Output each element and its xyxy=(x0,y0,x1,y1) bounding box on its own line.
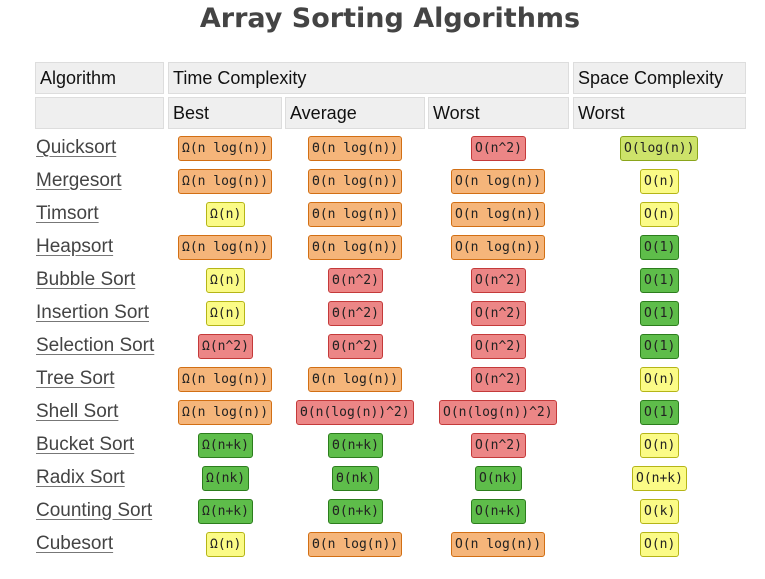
best-complexity-badge: Ω(n log(n)) xyxy=(178,367,273,392)
average-complexity-badge: Θ(n log(n)) xyxy=(308,367,403,392)
space-complexity-badge: O(1) xyxy=(640,235,680,260)
algorithm-link[interactable]: Shell Sort xyxy=(36,401,119,422)
header-algorithm: Algorithm xyxy=(35,62,164,94)
header-space-complexity-label: Space Complexity xyxy=(578,67,724,88)
header-time-complexity: Time Complexity xyxy=(168,62,569,94)
worst-complexity-badge: O(n(log(n))^2) xyxy=(439,400,557,425)
average-complexity-badge: Θ(n^2) xyxy=(328,268,383,293)
header-worst: Worst xyxy=(428,97,569,129)
best-complexity-badge: Ω(n) xyxy=(206,301,246,326)
space-complexity-badge: O(1) xyxy=(640,268,680,293)
worst-complexity-badge: O(n^2) xyxy=(471,301,526,326)
average-complexity-badge: Θ(n^2) xyxy=(328,301,383,326)
worst-complexity-badge: O(n^2) xyxy=(471,136,526,161)
algorithm-link[interactable]: Bubble Sort xyxy=(36,269,136,290)
algorithm-link[interactable]: Bucket Sort xyxy=(36,434,135,455)
worst-complexity-badge: O(n^2) xyxy=(471,433,526,458)
best-complexity-badge: Ω(nk) xyxy=(202,466,250,491)
header-worst-label: Worst xyxy=(433,102,480,123)
algorithm-link[interactable]: Mergesort xyxy=(36,170,122,191)
worst-complexity-badge: O(n log(n)) xyxy=(451,202,546,227)
average-complexity-badge: Θ(n^2) xyxy=(328,334,383,359)
average-complexity-badge: Θ(n+k) xyxy=(328,499,383,524)
best-complexity-badge: Ω(n log(n)) xyxy=(178,169,273,194)
space-complexity-badge: O(n) xyxy=(640,202,680,227)
space-complexity-badge: O(1) xyxy=(640,400,680,425)
space-complexity-badge: O(n+k) xyxy=(632,466,687,491)
space-complexity-badge: O(n) xyxy=(640,367,680,392)
average-complexity-badge: Θ(nk) xyxy=(332,466,380,491)
average-complexity-badge: Θ(n log(n)) xyxy=(308,532,403,557)
worst-complexity-badge: O(n+k) xyxy=(471,499,526,524)
header-average-label: Average xyxy=(290,102,357,123)
average-complexity-badge: Θ(n+k) xyxy=(328,433,383,458)
average-complexity-badge: Θ(n log(n)) xyxy=(308,235,403,260)
algorithm-link[interactable]: Radix Sort xyxy=(36,467,125,488)
space-complexity-badge: O(log(n)) xyxy=(620,136,699,161)
header-best: Best xyxy=(168,97,282,129)
space-complexity-badge: O(n) xyxy=(640,169,680,194)
algorithm-link[interactable]: Heapsort xyxy=(36,236,114,257)
header-average: Average xyxy=(285,97,425,129)
best-complexity-badge: Ω(n log(n)) xyxy=(178,235,273,260)
worst-complexity-badge: O(n log(n)) xyxy=(451,235,546,260)
best-complexity-badge: Ω(n^2) xyxy=(198,334,253,359)
best-complexity-badge: Ω(n) xyxy=(206,268,246,293)
average-complexity-badge: Θ(n log(n)) xyxy=(308,202,403,227)
algorithm-link[interactable]: Counting Sort xyxy=(36,500,153,521)
best-complexity-badge: Ω(n) xyxy=(206,202,246,227)
space-complexity-badge: O(n) xyxy=(640,433,680,458)
algorithm-link[interactable]: Timsort xyxy=(36,203,99,224)
space-complexity-badge: O(1) xyxy=(640,334,680,359)
algorithm-link[interactable]: Quicksort xyxy=(36,137,117,158)
worst-complexity-badge: O(n^2) xyxy=(471,367,526,392)
algorithm-link[interactable]: Cubesort xyxy=(36,533,114,554)
worst-complexity-badge: O(nk) xyxy=(475,466,523,491)
header-space-worst: Worst xyxy=(573,97,746,129)
header-blank xyxy=(35,97,164,129)
algorithm-link[interactable]: Insertion Sort xyxy=(36,302,149,323)
header-algorithm-label: Algorithm xyxy=(40,67,117,88)
best-complexity-badge: Ω(n) xyxy=(206,532,246,557)
worst-complexity-badge: O(n log(n)) xyxy=(451,532,546,557)
worst-complexity-badge: O(n log(n)) xyxy=(451,169,546,194)
best-complexity-badge: Ω(n+k) xyxy=(198,433,253,458)
average-complexity-badge: Θ(n log(n)) xyxy=(308,169,403,194)
space-complexity-badge: O(n) xyxy=(640,532,680,557)
header-time-complexity-label: Time Complexity xyxy=(173,67,307,88)
algorithm-link[interactable]: Tree Sort xyxy=(36,368,115,389)
worst-complexity-badge: O(n^2) xyxy=(471,334,526,359)
space-complexity-badge: O(1) xyxy=(640,301,680,326)
header-best-label: Best xyxy=(173,102,210,123)
header-space-worst-label: Worst xyxy=(578,102,625,123)
average-complexity-badge: Θ(n log(n)) xyxy=(308,136,403,161)
worst-complexity-badge: O(n^2) xyxy=(471,268,526,293)
page-title: Array Sorting Algorithms xyxy=(199,3,581,34)
best-complexity-badge: Ω(n log(n)) xyxy=(178,136,273,161)
average-complexity-badge: Θ(n(log(n))^2) xyxy=(296,400,414,425)
best-complexity-badge: Ω(n+k) xyxy=(198,499,253,524)
best-complexity-badge: Ω(n log(n)) xyxy=(178,400,273,425)
algorithm-link[interactable]: Selection Sort xyxy=(36,335,155,356)
header-space-complexity: Space Complexity xyxy=(573,62,746,94)
space-complexity-badge: O(k) xyxy=(640,499,680,524)
